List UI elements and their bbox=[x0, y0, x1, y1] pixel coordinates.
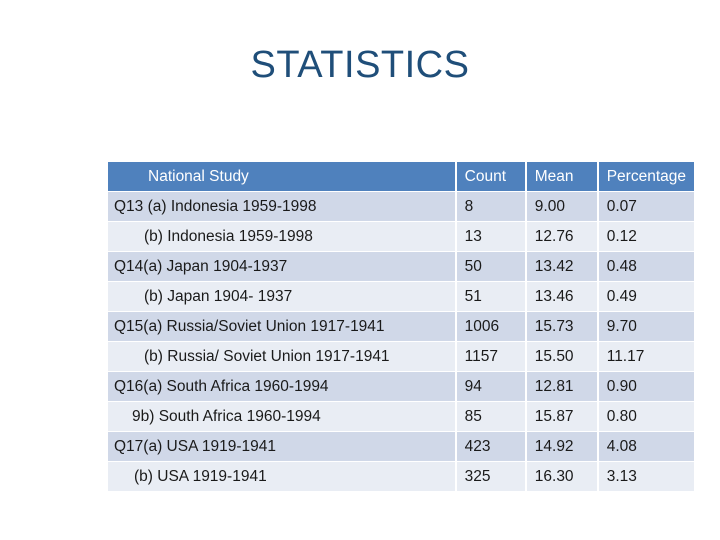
cell-study: Q14(a) Japan 1904-1937 bbox=[108, 252, 457, 282]
table-row: Q15(a) Russia/Soviet Union 1917-1941 1006… bbox=[108, 312, 694, 342]
statistics-table: National Study Count Mean Percentage Q13… bbox=[108, 162, 694, 492]
header-count: Count bbox=[456, 162, 527, 192]
cell-percentage: 11.17 bbox=[598, 342, 694, 372]
header-national-study: National Study bbox=[108, 162, 457, 192]
cell-count: 85 bbox=[456, 402, 527, 432]
table-row: (b) USA 1919-1941 325 16.30 3.13 bbox=[108, 462, 694, 492]
cell-count: 325 bbox=[456, 462, 527, 492]
table-row: Q14(a) Japan 1904-1937 50 13.42 0.48 bbox=[108, 252, 694, 282]
cell-mean: 15.87 bbox=[526, 402, 599, 432]
table-row: (b) Japan 1904- 1937 51 13.46 0.49 bbox=[108, 282, 694, 312]
cell-study: (b) Russia/ Soviet Union 1917-1941 bbox=[108, 342, 457, 372]
cell-study: 9b) South Africa 1960-1994 bbox=[108, 402, 457, 432]
cell-study: Q17(a) USA 1919-1941 bbox=[108, 432, 457, 462]
cell-count: 1006 bbox=[456, 312, 527, 342]
cell-count: 8 bbox=[456, 192, 527, 222]
table-row: Q13 (a) Indonesia 1959-1998 8 9.00 0.07 bbox=[108, 192, 694, 222]
table-row: Q17(a) USA 1919-1941 423 14.92 4.08 bbox=[108, 432, 694, 462]
table-body: Q13 (a) Indonesia 1959-1998 8 9.00 0.07 (b) … bbox=[108, 192, 694, 492]
header-percentage: Percentage bbox=[598, 162, 694, 192]
cell-mean: 14.92 bbox=[526, 432, 599, 462]
cell-mean: 15.73 bbox=[526, 312, 599, 342]
cell-percentage: 9.70 bbox=[598, 312, 694, 342]
cell-percentage: 4.08 bbox=[598, 432, 694, 462]
cell-count: 423 bbox=[456, 432, 527, 462]
cell-percentage: 0.12 bbox=[598, 222, 694, 252]
cell-mean: 9.00 bbox=[526, 192, 599, 222]
cell-mean: 15.50 bbox=[526, 342, 599, 372]
cell-percentage: 0.48 bbox=[598, 252, 694, 282]
cell-mean: 12.76 bbox=[526, 222, 599, 252]
cell-study: (b) Indonesia 1959-1998 bbox=[108, 222, 457, 252]
cell-count: 51 bbox=[456, 282, 527, 312]
cell-mean: 13.46 bbox=[526, 282, 599, 312]
cell-percentage: 0.80 bbox=[598, 402, 694, 432]
cell-count: 1157 bbox=[456, 342, 527, 372]
cell-study: (b) USA 1919-1941 bbox=[108, 462, 457, 492]
cell-study: Q16(a) South Africa 1960-1994 bbox=[108, 372, 457, 402]
cell-study: (b) Japan 1904- 1937 bbox=[108, 282, 457, 312]
cell-count: 94 bbox=[456, 372, 527, 402]
table-header-row: National Study Count Mean Percentage bbox=[108, 162, 694, 192]
table-row: 9b) South Africa 1960-1994 85 15.87 0.80 bbox=[108, 402, 694, 432]
table-row: Q16(a) South Africa 1960-1994 94 12.81 0.90 bbox=[108, 372, 694, 402]
cell-percentage: 0.90 bbox=[598, 372, 694, 402]
cell-percentage: 0.49 bbox=[598, 282, 694, 312]
cell-percentage: 3.13 bbox=[598, 462, 694, 492]
cell-study: Q13 (a) Indonesia 1959-1998 bbox=[108, 192, 457, 222]
table-row: (b) Russia/ Soviet Union 1917-1941 1157 15… bbox=[108, 342, 694, 372]
cell-count: 50 bbox=[456, 252, 527, 282]
cell-mean: 16.30 bbox=[526, 462, 599, 492]
cell-percentage: 0.07 bbox=[598, 192, 694, 222]
header-mean: Mean bbox=[526, 162, 599, 192]
page-title: STATISTICS bbox=[250, 44, 470, 86]
cell-study: Q15(a) Russia/Soviet Union 1917-1941 bbox=[108, 312, 457, 342]
table-row: (b) Indonesia 1959-1998 13 12.76 0.12 bbox=[108, 222, 694, 252]
cell-mean: 13.42 bbox=[526, 252, 599, 282]
cell-count: 13 bbox=[456, 222, 527, 252]
cell-mean: 12.81 bbox=[526, 372, 599, 402]
